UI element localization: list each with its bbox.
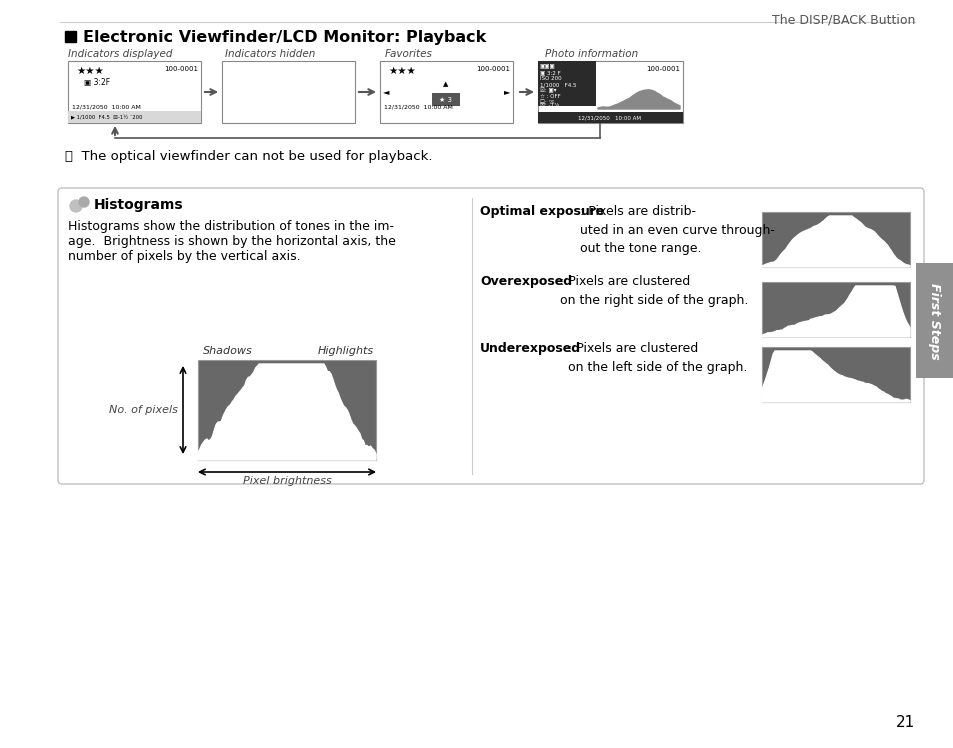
Text: : Pixels are clustered
on the left side of the graph.: : Pixels are clustered on the left side … bbox=[567, 342, 746, 373]
Bar bbox=[537, 61, 596, 106]
Bar bbox=[379, 61, 513, 123]
Bar bbox=[915, 263, 953, 378]
Text: 100-0001: 100-0001 bbox=[476, 66, 510, 72]
Bar bbox=[65, 31, 76, 42]
Bar bbox=[761, 282, 909, 337]
Bar bbox=[68, 111, 201, 123]
Text: Histograms show the distribution of tones in the im-: Histograms show the distribution of tone… bbox=[68, 220, 394, 233]
Text: Indicators hidden: Indicators hidden bbox=[225, 49, 315, 59]
Text: The DISP/BACK Buttion: The DISP/BACK Buttion bbox=[771, 13, 914, 26]
Text: ☒: ▣▾: ☒: ▣▾ bbox=[539, 88, 556, 94]
Text: : Pixels are distrib-
uted in an even curve through-
out the tone range.: : Pixels are distrib- uted in an even cu… bbox=[579, 205, 774, 255]
Text: 12/31/2050  10:00 AM: 12/31/2050 10:00 AM bbox=[71, 104, 141, 109]
Text: ☐: ⅞̅: ☐: ⅞̅ bbox=[539, 100, 554, 105]
Text: ISO 200: ISO 200 bbox=[539, 76, 561, 81]
Text: ▣ 3:2F: ▣ 3:2F bbox=[84, 78, 110, 87]
Text: 21: 21 bbox=[895, 715, 914, 730]
Text: Optimal exposure: Optimal exposure bbox=[479, 205, 604, 218]
Text: ▶ 1/1000  F4.5  ☒-1½ ˜200: ▶ 1/1000 F4.5 ☒-1½ ˜200 bbox=[71, 114, 142, 120]
Circle shape bbox=[79, 197, 89, 207]
Text: ★★★: ★★★ bbox=[76, 66, 104, 76]
Polygon shape bbox=[761, 351, 909, 402]
Text: First Steps: First Steps bbox=[927, 283, 941, 359]
Text: Favorites: Favorites bbox=[385, 49, 433, 59]
Text: ⓘ  The optical viewfinder can not be used for playback.: ⓘ The optical viewfinder can not be used… bbox=[65, 150, 432, 163]
Text: : Pixels are clustered
on the right side of the graph.: : Pixels are clustered on the right side… bbox=[559, 275, 747, 307]
Text: ★ 3: ★ 3 bbox=[439, 96, 452, 102]
Bar bbox=[761, 347, 909, 402]
Bar bbox=[68, 61, 201, 123]
Text: 100-0001: 100-0001 bbox=[645, 66, 679, 72]
Text: Indicators displayed: Indicators displayed bbox=[68, 49, 172, 59]
Text: Electronic Viewfinder/LCD Monitor: Playback: Electronic Viewfinder/LCD Monitor: Playb… bbox=[83, 29, 486, 44]
Text: No. of pixels: No. of pixels bbox=[109, 405, 178, 415]
Text: age.  Brightness is shown by the horizontal axis, the: age. Brightness is shown by the horizont… bbox=[68, 235, 395, 248]
Text: ★★★: ★★★ bbox=[388, 66, 416, 76]
Polygon shape bbox=[761, 216, 909, 267]
Text: Shadows: Shadows bbox=[203, 346, 253, 356]
Polygon shape bbox=[761, 286, 909, 337]
Circle shape bbox=[70, 200, 82, 212]
FancyBboxPatch shape bbox=[58, 188, 923, 484]
Text: 12/31/2050   10:00 AM: 12/31/2050 10:00 AM bbox=[578, 115, 640, 120]
Text: ►: ► bbox=[503, 88, 510, 96]
Text: Overexposed: Overexposed bbox=[479, 275, 572, 288]
Text: Highlights: Highlights bbox=[317, 346, 374, 356]
Text: 12/31/2050  10:00 AM: 12/31/2050 10:00 AM bbox=[384, 104, 453, 109]
Text: Underexposed: Underexposed bbox=[479, 342, 580, 355]
Bar bbox=[537, 61, 682, 123]
Bar bbox=[761, 212, 909, 267]
Text: 100-0001: 100-0001 bbox=[164, 66, 198, 72]
Bar bbox=[537, 112, 682, 123]
Text: ◄: ◄ bbox=[382, 88, 389, 96]
Bar bbox=[198, 360, 375, 460]
Text: ▲: ▲ bbox=[443, 81, 448, 87]
Text: Histograms: Histograms bbox=[94, 198, 183, 212]
Polygon shape bbox=[198, 364, 375, 460]
Text: ☆ : OFF: ☆ : OFF bbox=[539, 94, 560, 99]
Text: 1/1000   F4.5: 1/1000 F4.5 bbox=[539, 82, 576, 87]
Bar bbox=[222, 61, 355, 123]
Text: ▣ 3:2 F: ▣ 3:2 F bbox=[539, 70, 560, 75]
Text: Photo information: Photo information bbox=[544, 49, 638, 59]
Text: ▣▣▣: ▣▣▣ bbox=[539, 64, 556, 69]
Text: ☒: -1⅞: ☒: -1⅞ bbox=[539, 103, 558, 108]
Bar bbox=[432, 93, 459, 106]
Text: number of pixels by the vertical axis.: number of pixels by the vertical axis. bbox=[68, 250, 300, 263]
Text: Pixel brightness: Pixel brightness bbox=[242, 476, 331, 486]
Polygon shape bbox=[598, 90, 679, 109]
